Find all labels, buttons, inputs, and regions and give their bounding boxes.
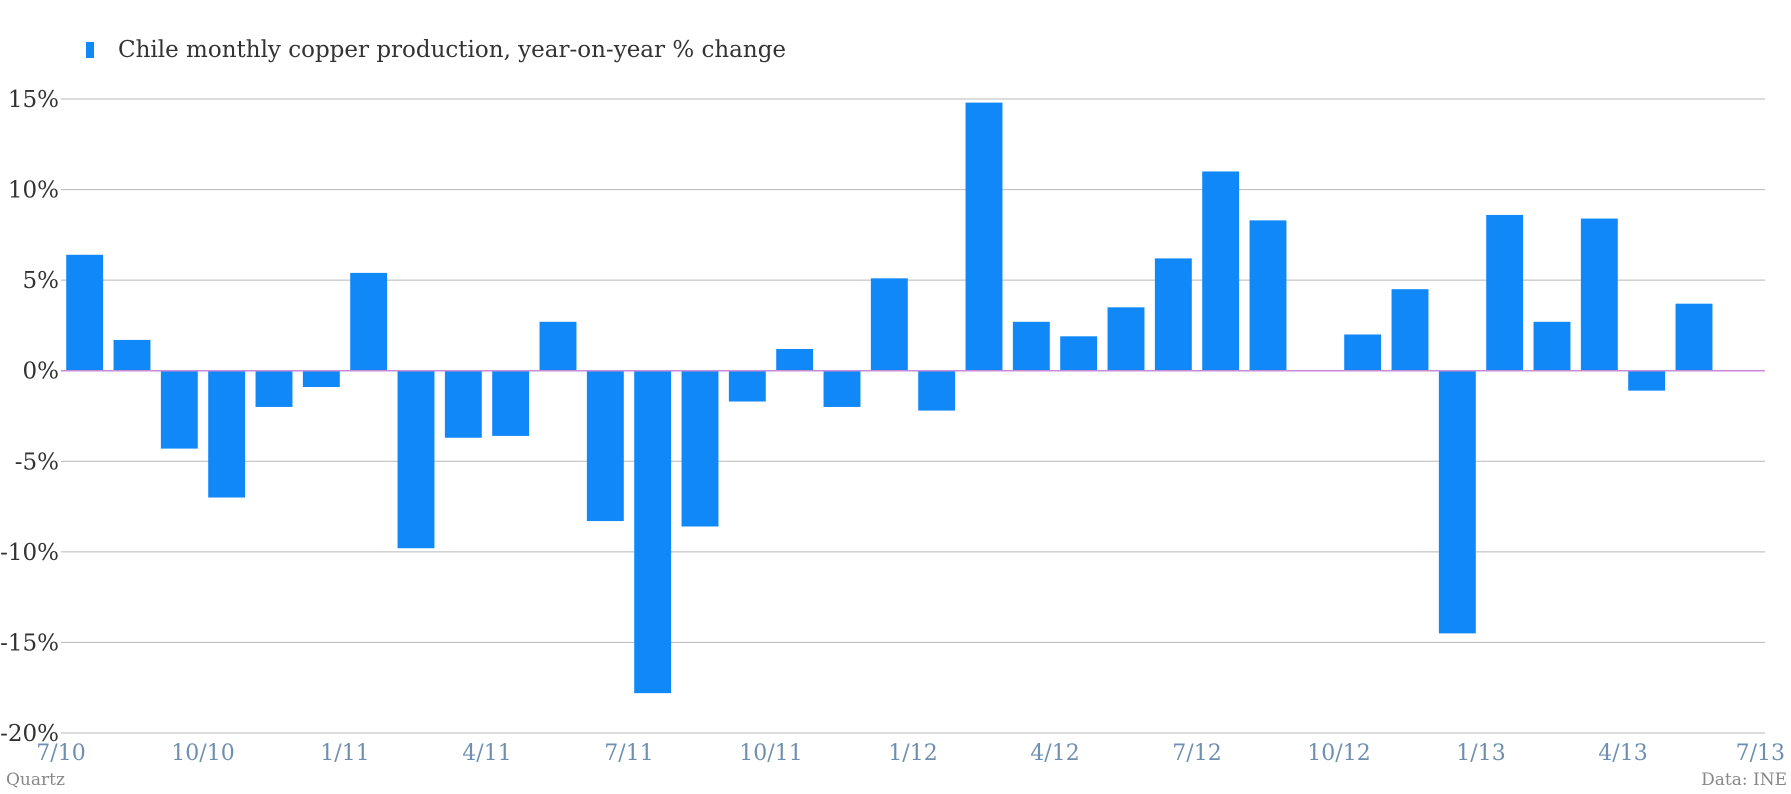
- footer-source-left: Quartz: [6, 770, 65, 790]
- x-tick-label: 10/11: [739, 741, 802, 766]
- bar-2-11: [397, 370, 435, 549]
- bar-1-11: [350, 272, 388, 371]
- y-tick-label: 10%: [8, 178, 59, 204]
- bar-11-11: [823, 370, 861, 407]
- bar-12-12: [1438, 370, 1476, 634]
- x-tick-label: 4/12: [1030, 741, 1079, 766]
- y-axis-ticks: 15% 10% 5% 0% -5% -10% -15% -20%: [0, 87, 59, 747]
- bar-8-10: [113, 339, 151, 371]
- bar-12-11: [870, 278, 908, 371]
- x-axis-ticks: 7/10 10/10 1/11 4/11 7/11 10/11 1/12 4/12 7/12 10…: [36, 741, 1785, 766]
- x-tick-label: 7/13: [1736, 741, 1785, 766]
- x-tick-label: 4/11: [462, 741, 511, 766]
- bar-11-10: [255, 370, 293, 407]
- x-tick-label: 1/13: [1456, 741, 1505, 766]
- bar-7-10: [66, 254, 104, 371]
- bar-1-13: [1486, 214, 1524, 371]
- bar-9-10: [160, 370, 198, 449]
- bar-7-11: [634, 370, 672, 694]
- bar-3-12: [1012, 321, 1050, 371]
- y-tick-label: -5%: [15, 449, 59, 475]
- x-tick-label: 1/12: [888, 741, 937, 766]
- bar-2-13: [1533, 321, 1571, 371]
- y-tick-label: -20%: [0, 721, 59, 747]
- bar-10-10: [208, 370, 246, 498]
- bar-7-12: [1202, 171, 1240, 371]
- footer-source-right: Data: INE: [1701, 770, 1787, 790]
- bar-3-11: [444, 370, 482, 438]
- legend-label: Chile monthly copper production, year-on…: [118, 37, 787, 63]
- bar-1-12: [918, 370, 956, 411]
- bar-11-12: [1391, 289, 1429, 371]
- y-tick-label: -15%: [0, 630, 59, 656]
- legend: Chile monthly copper production, year-on…: [86, 36, 786, 64]
- y-tick-label: 15%: [8, 87, 59, 113]
- x-tick-label: 1/11: [320, 741, 369, 766]
- x-tick-label: 10/10: [171, 741, 234, 766]
- grid-lines: [61, 98, 1765, 734]
- bars: [66, 102, 1713, 694]
- y-tick-label: -10%: [0, 540, 59, 566]
- y-tick-label: 5%: [23, 268, 60, 294]
- bar-12-10: [302, 370, 340, 388]
- x-tick-label: 4/13: [1598, 741, 1647, 766]
- bar-8-12: [1249, 220, 1287, 371]
- bar-4-13: [1628, 370, 1666, 391]
- x-tick-label: 7/12: [1172, 741, 1221, 766]
- bar-4-11: [492, 370, 530, 436]
- bar-5-13: [1675, 303, 1713, 371]
- bar-8-11: [681, 370, 719, 527]
- x-tick-label: 7/11: [604, 741, 653, 766]
- bar-9-11: [728, 370, 766, 402]
- bar-6-11: [586, 370, 624, 522]
- bar-10-12: [1344, 334, 1382, 371]
- y-tick-label: 0%: [23, 359, 60, 385]
- bar-4-12: [1060, 336, 1098, 371]
- legend-swatch: [86, 42, 94, 58]
- bar-5-12: [1107, 307, 1145, 371]
- bar-5-11: [539, 321, 577, 371]
- x-tick-label: 7/10: [36, 741, 85, 766]
- bar-10-11: [776, 348, 814, 371]
- bar-2-12: [965, 102, 1003, 371]
- x-tick-label: 10/12: [1307, 741, 1370, 766]
- bar-3-13: [1580, 218, 1618, 371]
- bar-6-12: [1154, 258, 1192, 371]
